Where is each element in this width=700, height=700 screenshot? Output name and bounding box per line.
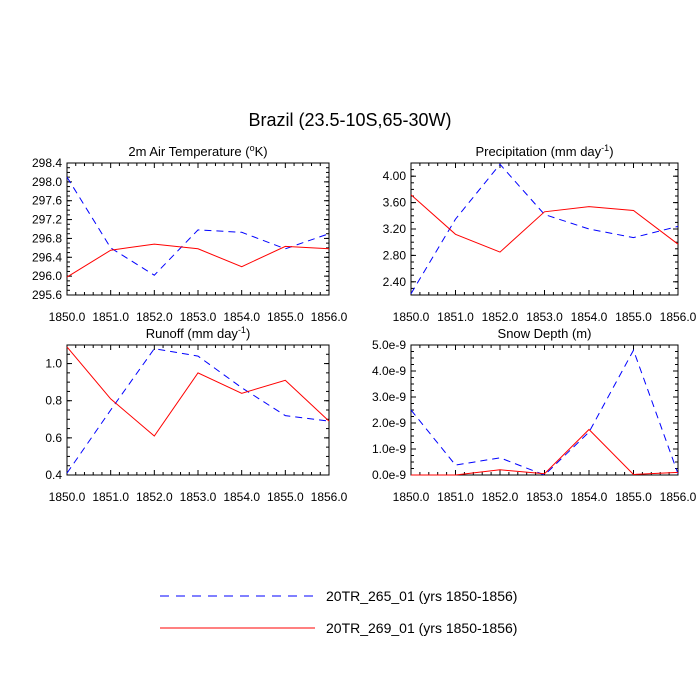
- x-tick-label: 1851.0: [437, 310, 474, 324]
- y-tick-label: 298.4: [32, 156, 62, 170]
- x-tick-label: 1852.0: [482, 490, 519, 504]
- y-tick-label: 2.0e-9: [372, 416, 406, 430]
- y-tick-label: 2.80: [383, 248, 407, 262]
- figure-title: Brazil (23.5-10S,65-30W): [248, 110, 451, 130]
- x-tick-label: 1851.0: [92, 310, 129, 324]
- x-tick-label: 1852.0: [136, 310, 173, 324]
- y-tick-label: 296.0: [32, 269, 62, 283]
- y-tick-label: 295.6: [32, 288, 62, 302]
- panel-0: 2m Air Temperature (oK) 1850.0 1851.0 1852.…: [32, 143, 348, 324]
- panel-title-sup: -1: [238, 325, 246, 335]
- y-tick-label: 2.40: [383, 275, 407, 289]
- x-tick-label: 1854.0: [571, 310, 608, 324]
- x-tick-label: 1853.0: [526, 310, 563, 324]
- x-tick-label: 1855.0: [615, 310, 652, 324]
- x-tick-label: 1854.0: [571, 490, 608, 504]
- y-tick-label: 3.0e-9: [372, 390, 406, 404]
- y-tick-label: 297.6: [32, 194, 62, 208]
- panel-frame: [66, 344, 330, 476]
- series-line-1: [411, 428, 679, 476]
- y-tick-label: 0.0e-9: [372, 468, 406, 482]
- x-tick-label: 1850.0: [393, 310, 430, 324]
- x-tick-label: 1856.0: [311, 490, 348, 504]
- panel-title-text: Snow Depth (m): [498, 326, 592, 341]
- panel-3: Snow Depth (m) 1850.0 1851.0 1852.0 1853.0 18…: [372, 326, 697, 504]
- x-tick-label: 1851.0: [437, 490, 474, 504]
- legend: 20TR_265_01 (yrs 1850-1856) 20TR_269_01 …: [160, 588, 517, 636]
- panel-title-text: Precipitation (mm day: [475, 144, 601, 159]
- panel-2: Runoff (mm day-1) 1850.0 1851.0 1852.0 1853.…: [45, 325, 347, 504]
- x-tick-label: 1855.0: [267, 490, 304, 504]
- series-line-1: [66, 243, 330, 278]
- panel-title-sup: o: [250, 143, 255, 153]
- panel-1: Precipitation (mm day-1) 1850.0 1851.0 1852…: [383, 143, 697, 324]
- y-tick-label: 4.0e-9: [372, 364, 406, 378]
- panel-frame: [410, 162, 679, 296]
- y-tick-label: 1.0: [45, 357, 62, 371]
- series-line-0: [66, 176, 330, 276]
- panel-title: 2m Air Temperature (oK): [128, 143, 267, 159]
- y-tick-label: 0.4: [45, 468, 62, 482]
- x-tick-label: 1852.0: [136, 490, 173, 504]
- x-tick-label: 1855.0: [615, 490, 652, 504]
- panel-title: Runoff (mm day-1): [146, 325, 251, 341]
- y-tick-label: 0.6: [45, 431, 62, 445]
- y-tick-label: 297.2: [32, 213, 62, 227]
- y-tick-label: 3.60: [383, 196, 407, 210]
- y-tick-label: 296.4: [32, 250, 62, 264]
- y-tick-label: 1.0e-9: [372, 442, 406, 456]
- legend-label-1: 20TR_269_01 (yrs 1850-1856): [326, 620, 517, 636]
- x-tick-label: 1856.0: [660, 490, 697, 504]
- x-tick-label: 1854.0: [223, 490, 260, 504]
- legend-label-0: 20TR_265_01 (yrs 1850-1856): [326, 588, 517, 604]
- y-tick-label: 0.8: [45, 394, 62, 408]
- panel-title-end: K): [255, 144, 268, 159]
- x-tick-label: 1850.0: [49, 490, 86, 504]
- series-line-0: [410, 163, 679, 294]
- panel-frame: [410, 344, 679, 476]
- x-tick-label: 1853.0: [180, 310, 217, 324]
- panel-title-text: Runoff (mm day: [146, 326, 239, 341]
- panel-frame: [66, 162, 330, 296]
- x-tick-label: 1853.0: [526, 490, 563, 504]
- series-line-0: [66, 348, 330, 474]
- y-tick-label: 5.0e-9: [372, 338, 406, 352]
- series-line-0: [410, 348, 679, 476]
- panel-title-sup: -1: [601, 143, 609, 153]
- x-tick-label: 1856.0: [660, 310, 697, 324]
- x-tick-label: 1850.0: [49, 310, 86, 324]
- panel-title-text: 2m Air Temperature (: [128, 144, 250, 159]
- panels: 2m Air Temperature (oK) 1850.0 1851.0 1852.…: [32, 143, 697, 504]
- x-tick-label: 1851.0: [92, 490, 129, 504]
- series-line-1: [66, 346, 330, 437]
- y-tick-label: 4.00: [383, 169, 407, 183]
- x-tick-label: 1853.0: [180, 490, 217, 504]
- panel-title: Snow Depth (m): [498, 326, 592, 341]
- x-tick-label: 1855.0: [267, 310, 304, 324]
- x-tick-label: 1850.0: [393, 490, 430, 504]
- panel-title: Precipitation (mm day-1): [475, 143, 613, 159]
- y-tick-label: 3.20: [383, 222, 407, 236]
- x-tick-label: 1856.0: [311, 310, 348, 324]
- y-tick-label: 298.0: [32, 175, 62, 189]
- x-tick-label: 1852.0: [482, 310, 519, 324]
- series-line-1: [410, 194, 679, 253]
- y-tick-label: 296.8: [32, 231, 62, 245]
- panel-title-end: ): [609, 144, 613, 159]
- panel-title-end: ): [246, 326, 250, 341]
- x-tick-label: 1854.0: [223, 310, 260, 324]
